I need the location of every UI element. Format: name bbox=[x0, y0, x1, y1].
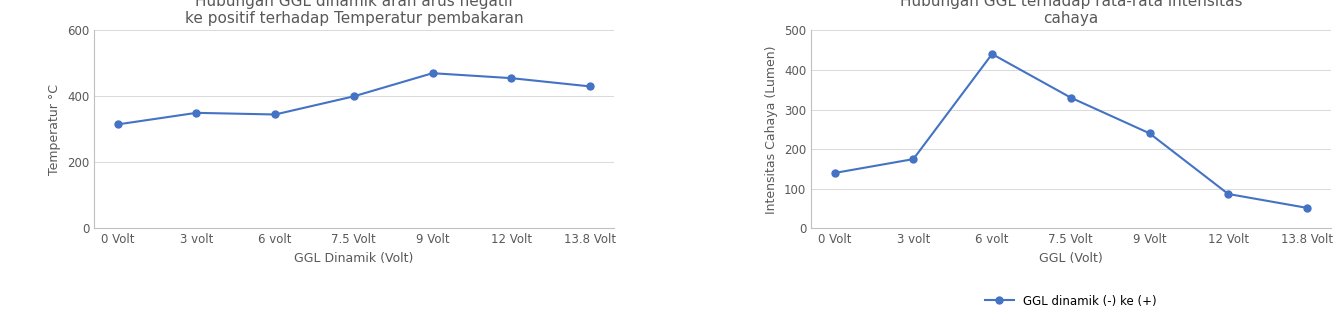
GGL dinamik (-) ke (+) bbox=[1141, 131, 1157, 135]
GGL dinamik (-) ke (+) bbox=[984, 52, 1000, 56]
Y-axis label: Temperatur °C: Temperatur °C bbox=[48, 84, 62, 175]
GGL dinamik (-) ke (+) bbox=[1298, 206, 1314, 210]
GGL dinamik (-) ke (+) bbox=[1063, 96, 1079, 100]
Title: Hubungan GGL terhadap rata-rata intensitas
cahaya: Hubungan GGL terhadap rata-rata intensit… bbox=[899, 0, 1242, 26]
Title: Hubungan GGL dinamik arah arus negatif
ke positif terhadap Temperatur pembakaran: Hubungan GGL dinamik arah arus negatif k… bbox=[184, 0, 523, 26]
Y-axis label: Intensitas Cahaya (Lumen): Intensitas Cahaya (Lumen) bbox=[765, 45, 778, 214]
GGL dinamik (-) ke (+) bbox=[906, 157, 922, 161]
Legend: GGL dinamik (-) ke (+): GGL dinamik (-) ke (+) bbox=[980, 290, 1161, 312]
GGL dinamik (-) ke (+) bbox=[827, 171, 843, 175]
X-axis label: GGL Dinamik (Volt): GGL Dinamik (Volt) bbox=[294, 252, 414, 265]
X-axis label: GGL (Volt): GGL (Volt) bbox=[1039, 252, 1102, 265]
GGL dinamik (-) ke (+) bbox=[1220, 192, 1236, 196]
Line: GGL dinamik (-) ke (+): GGL dinamik (-) ke (+) bbox=[831, 50, 1310, 211]
